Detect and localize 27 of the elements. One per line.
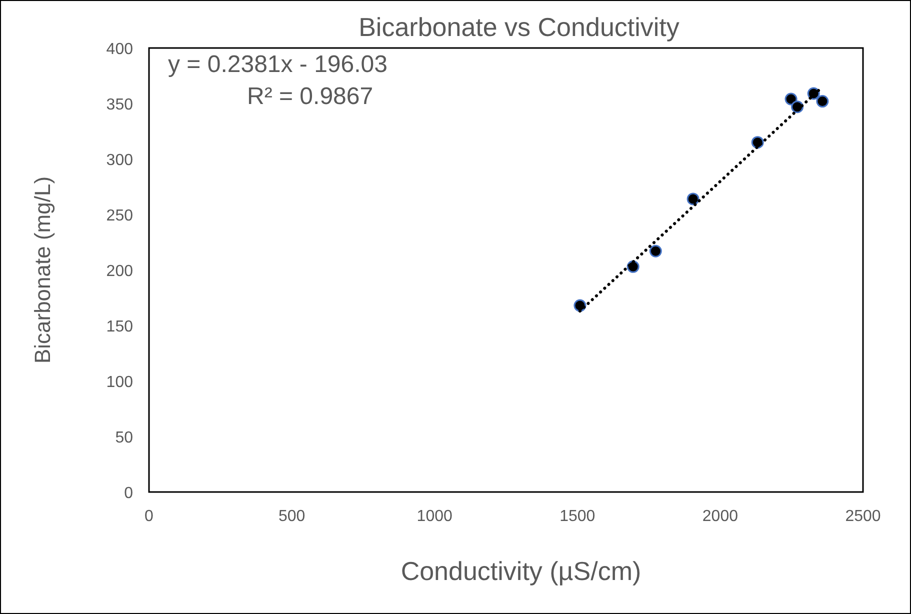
x-tick-label: 0	[144, 508, 154, 525]
x-tick-label: 500	[278, 508, 306, 525]
chart-title: Bicarbonate vs Conductivity	[358, 12, 680, 42]
y-tick-label: 0	[124, 485, 134, 502]
y-tick-label: 350	[106, 96, 134, 114]
point	[816, 95, 829, 108]
x-tick-label: 2000	[702, 508, 738, 525]
y-tick-label: 200	[106, 263, 134, 280]
x-axis-title: Conductivity (µS/cm)	[400, 556, 642, 586]
y-tick-label: 300	[106, 152, 134, 169]
x-tick-label: 2500	[845, 508, 881, 525]
point	[784, 92, 798, 106]
point	[574, 299, 586, 312]
y-tick-label: 100	[106, 374, 134, 391]
y-tick-label: 400	[106, 41, 134, 58]
y-axis-title: Bicarbonate (mg/L)	[30, 176, 55, 364]
x-tick-label: 1000	[416, 508, 452, 525]
y-tick-label: 250	[106, 208, 134, 224]
point	[649, 244, 662, 258]
x-tick-label: 1500	[560, 508, 596, 525]
annotation: y = 0.2381x - 196.03	[168, 51, 388, 78]
y-tick-label: 50	[115, 430, 134, 446]
y-tick-label: 150	[106, 318, 134, 336]
point	[751, 136, 764, 149]
point	[626, 260, 640, 273]
annotation: R² = 0.9867	[247, 83, 374, 110]
point	[686, 192, 700, 206]
